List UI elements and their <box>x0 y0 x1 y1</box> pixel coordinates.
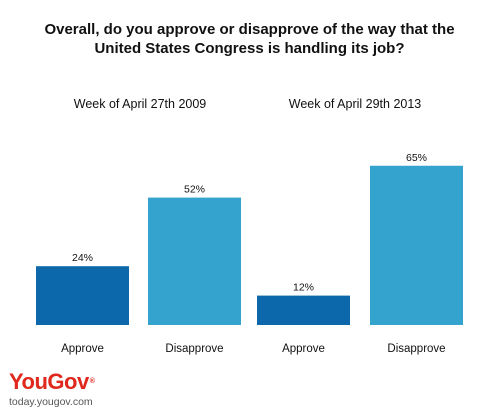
bar-approve-1 <box>36 266 129 325</box>
category-labels: Approve Disapprove Approve Disapprove <box>61 343 446 355</box>
value-label-approve-1: 24% <box>72 252 93 264</box>
site-url: today.yougov.com <box>9 396 93 408</box>
yougov-logo: YouGov® <box>9 369 95 394</box>
category-label-approve-1: Approve <box>61 343 104 355</box>
bar-approve-2 <box>257 295 350 325</box>
chart-title-line-1: Overall, do you approve or disapprove of… <box>44 21 455 38</box>
logo-text: YouGov <box>9 369 89 394</box>
bars <box>36 165 463 325</box>
value-labels: 24% 52% 12% 65% <box>72 152 427 294</box>
value-label-approve-2: 12% <box>293 282 314 294</box>
bar-disapprove-1 <box>148 197 241 325</box>
logo-registered-mark: ® <box>89 378 95 385</box>
value-label-disapprove-2: 65% <box>406 152 427 164</box>
chart-title: Overall, do you approve or disapprove of… <box>0 20 499 58</box>
group-label-2: Week of April 29th 2013 <box>289 97 422 111</box>
chart-title-line-2: United States Congress is handling its j… <box>94 40 405 57</box>
bar-disapprove-2 <box>370 165 463 325</box>
category-label-disapprove-1: Disapprove <box>165 343 223 355</box>
group-label-1: Week of April 27th 2009 <box>74 97 207 111</box>
value-label-disapprove-1: 52% <box>184 184 205 196</box>
category-label-approve-2: Approve <box>282 343 325 355</box>
category-label-disapprove-2: Disapprove <box>387 343 445 355</box>
group-labels: Week of April 27th 2009 Week of April 29t… <box>74 97 422 111</box>
